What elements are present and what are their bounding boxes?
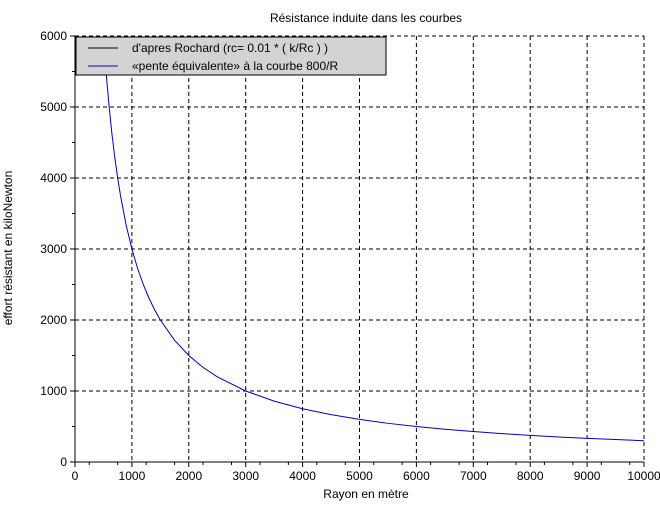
y-tick-label: 1000 [40, 384, 67, 398]
legend: d'apres Rochard (rc= 0.01 * ( k/Rc ) ) «… [75, 36, 387, 76]
x-axis-title: Rayon en mètre [323, 487, 409, 501]
legend-box [75, 36, 387, 76]
series-layer [102, 35, 645, 442]
y-axis-title: effort résistant en kiloNewton [1, 171, 15, 326]
grid [75, 35, 645, 462]
x-tick-label: 5000 [346, 469, 373, 483]
x-tick-label: 9000 [574, 469, 601, 483]
x-tick-label: 1000 [119, 469, 146, 483]
x-tick-label: 10000 [627, 469, 660, 483]
x-tick-label: 7000 [460, 469, 487, 483]
legend-label-rochard: d'apres Rochard (rc= 0.01 * ( k/Rc ) ) [132, 41, 328, 55]
x-tick-label: 3000 [232, 469, 259, 483]
y-tick-label: 4000 [40, 171, 67, 185]
legend-label-pente: «pente équivalente» à la courbe 800/R [132, 59, 338, 73]
y-tick-label: 0 [60, 455, 67, 469]
x-tick-label: 0 [72, 469, 79, 483]
series-line-1 [102, 35, 645, 442]
x-tick-label: 4000 [289, 469, 316, 483]
axes: 0 1000 2000 3000 4000 5000 6000 7000 8000 9000 100… [40, 29, 660, 483]
y-tick-label: 2000 [40, 313, 67, 327]
x-tick-label: 2000 [175, 469, 202, 483]
y-tick-label: 3000 [40, 242, 67, 256]
y-tick-label: 5000 [40, 100, 67, 114]
chart-title: Résistance induite dans les courbes [270, 11, 462, 25]
x-tick-label: 6000 [403, 469, 430, 483]
x-tick-label: 8000 [517, 469, 544, 483]
y-tick-label: 6000 [40, 29, 67, 43]
